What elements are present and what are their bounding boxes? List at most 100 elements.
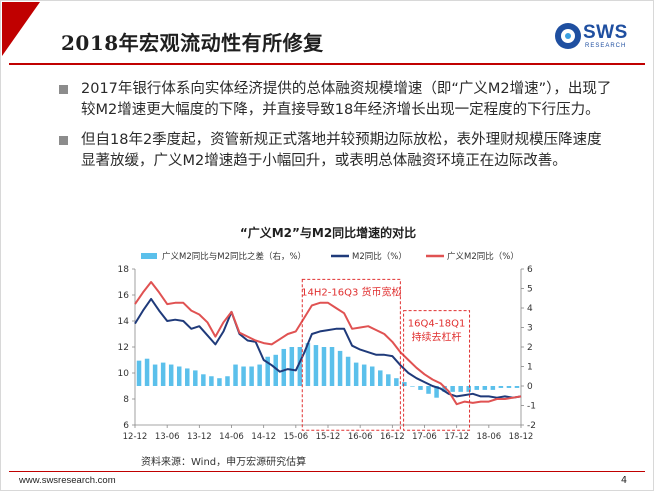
header-divider — [9, 63, 645, 65]
x-tick-label: 18-12 — [509, 432, 534, 442]
bar-diff — [482, 386, 488, 390]
logo-text: SWS — [583, 22, 628, 43]
bar-diff — [361, 364, 367, 386]
x-tick-label: 16-12 — [380, 432, 405, 442]
footer-url[interactable]: www.swsresearch.com — [19, 475, 116, 486]
bar-diff — [152, 364, 158, 386]
y-right-tick-label: 1 — [527, 363, 533, 373]
y-left-tick-label: 10 — [118, 369, 130, 379]
bar-diff — [313, 345, 319, 386]
header-accent-triangle — [2, 2, 40, 56]
x-tick-label: 15-12 — [316, 432, 341, 442]
y-right-tick-label: 6 — [527, 265, 533, 275]
bar-diff — [176, 366, 182, 386]
bar-diff — [160, 362, 166, 386]
page-number: 4 — [620, 475, 627, 486]
bar-diff — [209, 376, 214, 386]
y-right-tick-label: 3 — [527, 324, 533, 334]
bar-diff — [281, 348, 287, 386]
y-left-tick-label: 6 — [123, 421, 129, 431]
annotation-label: 持续去杠杆 — [412, 331, 462, 344]
bar-diff — [498, 386, 504, 388]
bullet-text: 2017年银行体系向实体经济提供的总体融资规模增速（即“广义M2增速”），出现了… — [81, 81, 612, 118]
x-tick-label: 18-06 — [476, 432, 501, 442]
x-tick-label: 17-12 — [444, 432, 469, 442]
bar-diff — [217, 378, 222, 386]
bar-diff — [434, 386, 439, 398]
bar-diff — [458, 386, 463, 392]
bar-diff — [345, 356, 351, 386]
annotation-label: 14H2-16Q3 货币宽松 — [301, 285, 401, 298]
bar-diff — [257, 364, 262, 386]
bar-diff — [418, 386, 423, 390]
footer-divider — [9, 471, 645, 472]
bar-diff — [321, 347, 327, 386]
bar-diff — [426, 386, 431, 394]
sws-logo: SWS RESEARCH — [555, 21, 639, 53]
annotation-box — [403, 310, 471, 431]
bar-diff — [201, 374, 206, 386]
y-right-tick-label: 0 — [527, 382, 533, 392]
bar-diff — [378, 370, 383, 386]
sws-logo-icon — [555, 23, 581, 49]
bar-diff — [193, 370, 198, 386]
y-left-tick-label: 16 — [118, 291, 130, 301]
legend-swatch-bar — [141, 253, 157, 259]
x-tick-label: 13-06 — [155, 432, 180, 442]
y-left-tick-label: 14 — [118, 317, 130, 327]
bar-diff — [450, 386, 455, 392]
chart-source: 资料来源：Wind，申万宏源研究估算 — [141, 457, 307, 468]
logo-subtext: RESEARCH — [585, 43, 627, 49]
bar-diff — [144, 358, 150, 386]
bar-diff — [249, 366, 254, 386]
bullet-item: 2017年银行体系向实体经济提供的总体融资规模增速（即“广义M2增速”），出现了… — [53, 79, 613, 121]
legend-label: 广义M2同比（%） — [447, 251, 519, 262]
bar-diff — [305, 343, 311, 386]
bar-diff — [466, 386, 471, 392]
y-left-tick-label: 8 — [123, 395, 129, 405]
bar-diff — [369, 366, 375, 386]
bar-diff — [225, 376, 230, 386]
bullet-text: 但自18年2季度起，资管新规正式落地并较预期边际放松，表外理财规模压降速度显著放… — [81, 132, 602, 169]
bar-diff — [329, 347, 335, 386]
square-bullet-icon — [59, 85, 68, 94]
bar-diff — [297, 347, 303, 386]
line-broad-m2 — [134, 281, 522, 406]
bar-diff — [168, 364, 174, 386]
x-tick-label: 15-06 — [283, 432, 308, 442]
bar-diff — [136, 360, 142, 386]
bar-diff — [410, 386, 415, 387]
bar-diff — [241, 366, 246, 386]
y-right-tick-label: -2 — [527, 421, 536, 431]
bar-diff — [442, 386, 447, 392]
y-left-tick-label: 12 — [118, 343, 129, 353]
y-right-tick-label: -1 — [527, 402, 536, 412]
x-tick-label: 14-06 — [219, 432, 244, 442]
annotation-label: 16Q4-18Q1 — [408, 319, 466, 330]
x-tick-label: 13-12 — [187, 432, 212, 442]
x-tick-label: 12-12 — [123, 432, 148, 442]
bar-diff — [353, 362, 359, 386]
y-right-tick-label: 4 — [527, 304, 533, 314]
bar-diff — [506, 386, 512, 388]
bar-diff — [490, 386, 496, 390]
bar-diff — [265, 356, 270, 386]
bar-diff — [185, 368, 190, 386]
x-tick-label: 17-06 — [412, 432, 437, 442]
bar-diff — [386, 374, 391, 386]
legend-label: M2同比（%） — [352, 251, 407, 262]
square-bullet-icon — [59, 136, 68, 145]
page-title: 2018年宏观流动性有所修复 — [61, 31, 324, 55]
x-tick-label: 14-12 — [251, 432, 276, 442]
bar-diff — [394, 378, 399, 386]
y-right-tick-label: 2 — [527, 343, 533, 353]
line-m2 — [134, 297, 522, 399]
bar-diff — [402, 382, 407, 386]
bullet-list: 2017年银行体系向实体经济提供的总体融资规模增速（即“广义M2增速”），出现了… — [53, 79, 613, 181]
annotation-box — [301, 278, 401, 431]
y-right-tick-label: 5 — [527, 285, 533, 295]
bar-diff — [233, 364, 238, 386]
chart-title: “广义M2”与M2同比增速的对比 — [239, 226, 417, 240]
